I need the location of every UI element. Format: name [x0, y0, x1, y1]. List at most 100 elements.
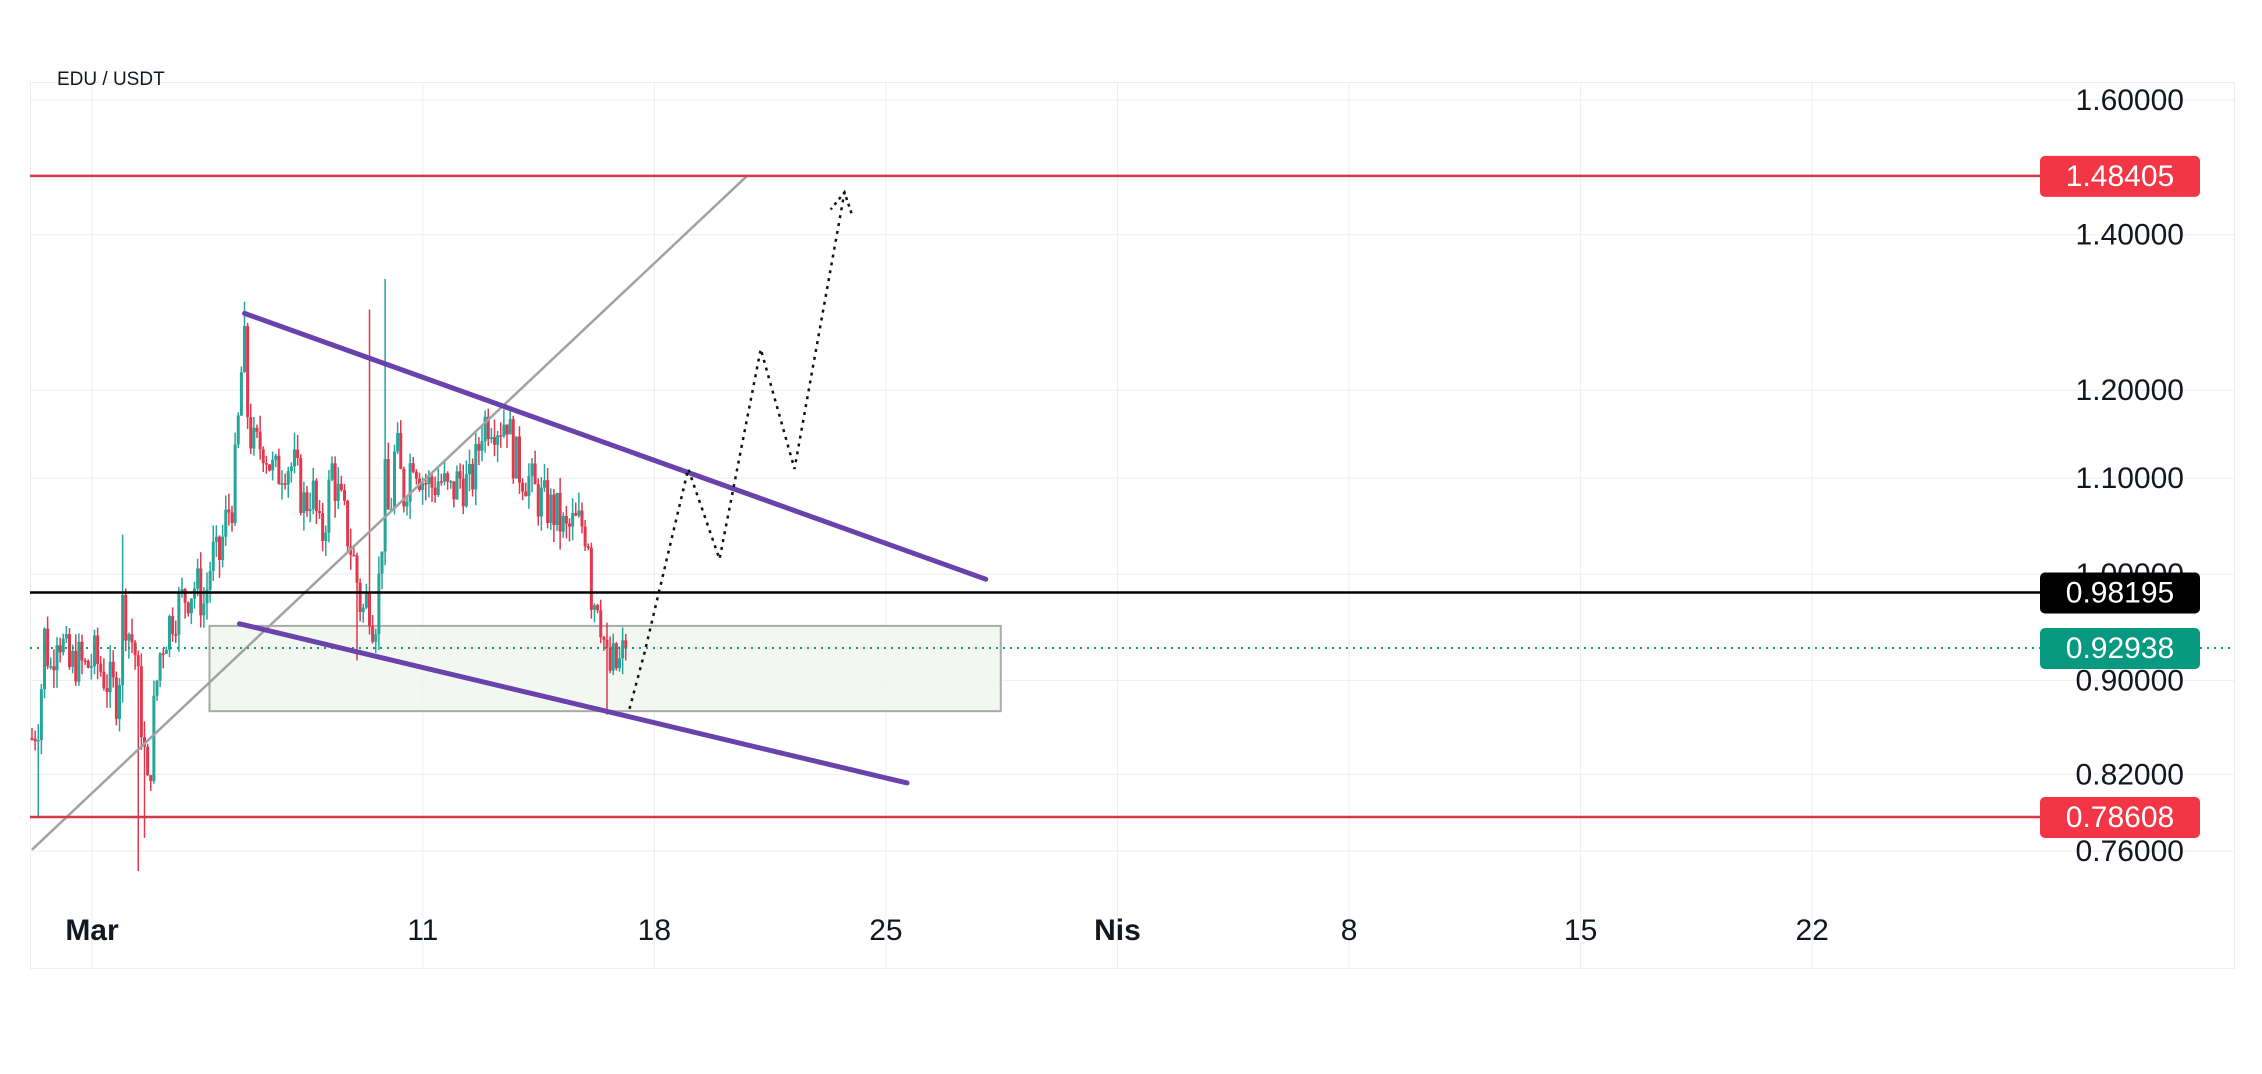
candle-body	[183, 589, 187, 603]
price-badge-label: 0.78608	[2066, 801, 2174, 834]
candle-body	[524, 491, 528, 497]
candle-body	[439, 481, 443, 483]
candle-body	[486, 416, 490, 440]
candle-body	[274, 455, 278, 460]
candle-body	[624, 640, 628, 649]
candle-body	[124, 594, 128, 641]
candle-body	[39, 689, 43, 740]
candle-body	[58, 645, 62, 653]
candle-body	[136, 655, 140, 667]
y-axis: 1.600001.400001.200001.100001.000000.900…	[2076, 84, 2184, 868]
candle-body	[196, 568, 200, 589]
candle-body	[383, 459, 387, 552]
candle-body	[68, 634, 71, 667]
candle-body	[536, 484, 540, 517]
candle-body	[36, 739, 40, 742]
candle-body	[533, 463, 537, 485]
candle-body	[168, 616, 171, 650]
candle-body	[43, 628, 46, 690]
candle-body	[146, 746, 150, 776]
candle-body	[224, 509, 228, 537]
candle-body	[243, 326, 246, 373]
candle-body	[555, 492, 559, 526]
candle-body	[436, 481, 440, 495]
candle-body	[505, 424, 509, 435]
candle-body	[299, 458, 303, 513]
price-badge-label: 0.92938	[2066, 632, 2174, 665]
candle-body	[568, 523, 571, 527]
candle-body	[205, 589, 209, 604]
candle-body	[599, 610, 603, 638]
candles	[30, 278, 628, 872]
candle-body	[211, 541, 215, 571]
candle-body	[189, 598, 193, 614]
candle-body	[333, 463, 337, 501]
x-tick-label: Nis	[1094, 914, 1141, 947]
candle-body	[221, 536, 225, 561]
candle-body	[339, 483, 343, 491]
candle-body	[408, 463, 412, 502]
candle-body	[64, 634, 68, 639]
candle-body	[571, 513, 575, 527]
candle-body	[214, 536, 218, 542]
candle-body	[377, 573, 381, 635]
price-badge: 0.78608	[2040, 796, 2200, 838]
candle-body	[96, 635, 100, 664]
wedge-upper-line	[242, 310, 989, 582]
candle-body	[218, 536, 221, 561]
candle-body	[380, 551, 384, 574]
candle-body	[158, 653, 162, 681]
x-axis: Mar 11 18 25 Nis 8 15 22	[65, 914, 1829, 947]
chart-panel[interactable]	[30, 82, 2235, 969]
candle-body	[239, 372, 243, 416]
candle-body	[589, 547, 593, 610]
candle-body	[71, 651, 75, 667]
candle-body	[386, 459, 390, 510]
candle-body	[558, 492, 562, 532]
candle-body	[330, 463, 334, 480]
y-tick-label: 1.20000	[2076, 374, 2184, 407]
candle-body	[396, 432, 400, 452]
y-tick-label: 0.76000	[2076, 835, 2184, 868]
wedge-lower-line	[237, 621, 910, 786]
candle-body	[546, 480, 550, 523]
price-badge: 1.48405	[2040, 155, 2200, 197]
candle-body	[477, 444, 481, 451]
candle-body	[164, 649, 168, 654]
price-badges: 1.48405 0.98195 0.92938 0.78608	[2040, 155, 2200, 838]
candle-body	[358, 582, 362, 612]
candle-body	[561, 516, 565, 532]
candle-body	[233, 444, 237, 524]
candle-body	[468, 463, 471, 475]
candle-body	[327, 479, 331, 533]
candle-body	[111, 661, 115, 678]
candle-body	[149, 775, 153, 782]
candle-body	[314, 480, 318, 512]
x-tick-label: 8	[1341, 914, 1358, 947]
candle-body	[86, 660, 90, 668]
candle-body	[611, 643, 615, 671]
candle-body	[449, 481, 453, 483]
candle-body	[171, 616, 175, 635]
candle-body	[461, 478, 465, 507]
candle-body	[414, 471, 418, 479]
x-tick-label: Mar	[65, 914, 119, 947]
candle-body	[474, 444, 478, 490]
candle-body	[368, 592, 371, 627]
candle-body	[405, 501, 409, 507]
candle-body	[499, 435, 503, 437]
candle-body	[618, 658, 621, 669]
x-tick-label: 25	[869, 914, 902, 947]
candle-body	[49, 666, 53, 668]
candle-body	[452, 481, 456, 500]
candle-body	[458, 471, 462, 479]
candle-body	[352, 554, 356, 557]
demand-zone	[208, 624, 1002, 713]
candle-body	[614, 643, 618, 669]
x-tick-label: 22	[1795, 914, 1828, 947]
candle-body	[511, 419, 515, 479]
candle-body	[143, 737, 146, 747]
candle-body	[277, 455, 281, 485]
candle-body	[374, 634, 378, 642]
